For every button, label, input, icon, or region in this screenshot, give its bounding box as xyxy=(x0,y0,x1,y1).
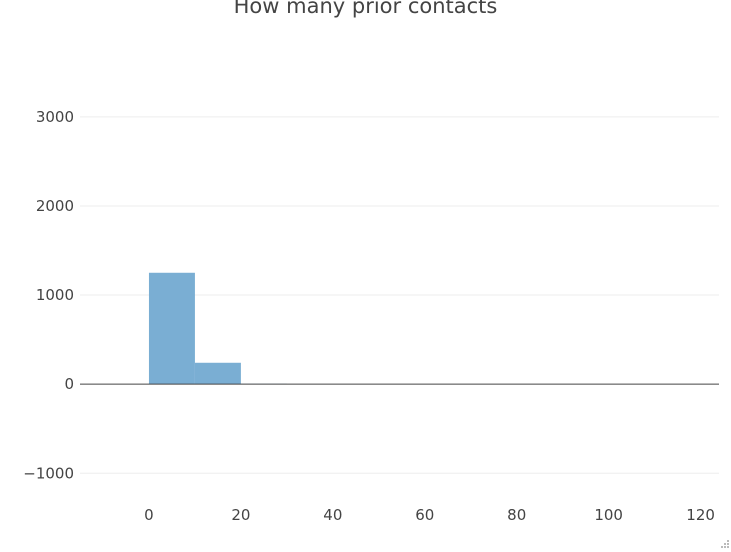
y-tick-label: −1000 xyxy=(23,464,74,482)
y-tick-label: 2000 xyxy=(36,197,74,215)
y-tick-label: 1000 xyxy=(36,286,74,304)
x-tick-label: 40 xyxy=(323,506,342,524)
histogram-bar[interactable] xyxy=(194,362,241,385)
bar-layer xyxy=(148,272,287,385)
y-tick-label: 0 xyxy=(64,375,74,393)
x-tick-label: 100 xyxy=(594,506,623,524)
grid-layer xyxy=(80,116,719,474)
histogram-bar[interactable] xyxy=(148,272,195,385)
x-tick-label: 80 xyxy=(507,506,526,524)
y-tick-label: 3000 xyxy=(36,108,74,126)
y-tick-labels: −1000 0 1000 2000 3000 xyxy=(23,108,74,482)
resize-grip-icon[interactable] xyxy=(717,538,729,550)
x-tick-labels: 0 20 40 60 80 100 120 xyxy=(144,506,715,524)
x-tick-label: 20 xyxy=(231,506,250,524)
x-tick-label: 120 xyxy=(686,506,715,524)
x-tick-label: 0 xyxy=(144,506,154,524)
chart-title: How many prior contacts xyxy=(233,0,498,18)
x-tick-label: 60 xyxy=(415,506,434,524)
